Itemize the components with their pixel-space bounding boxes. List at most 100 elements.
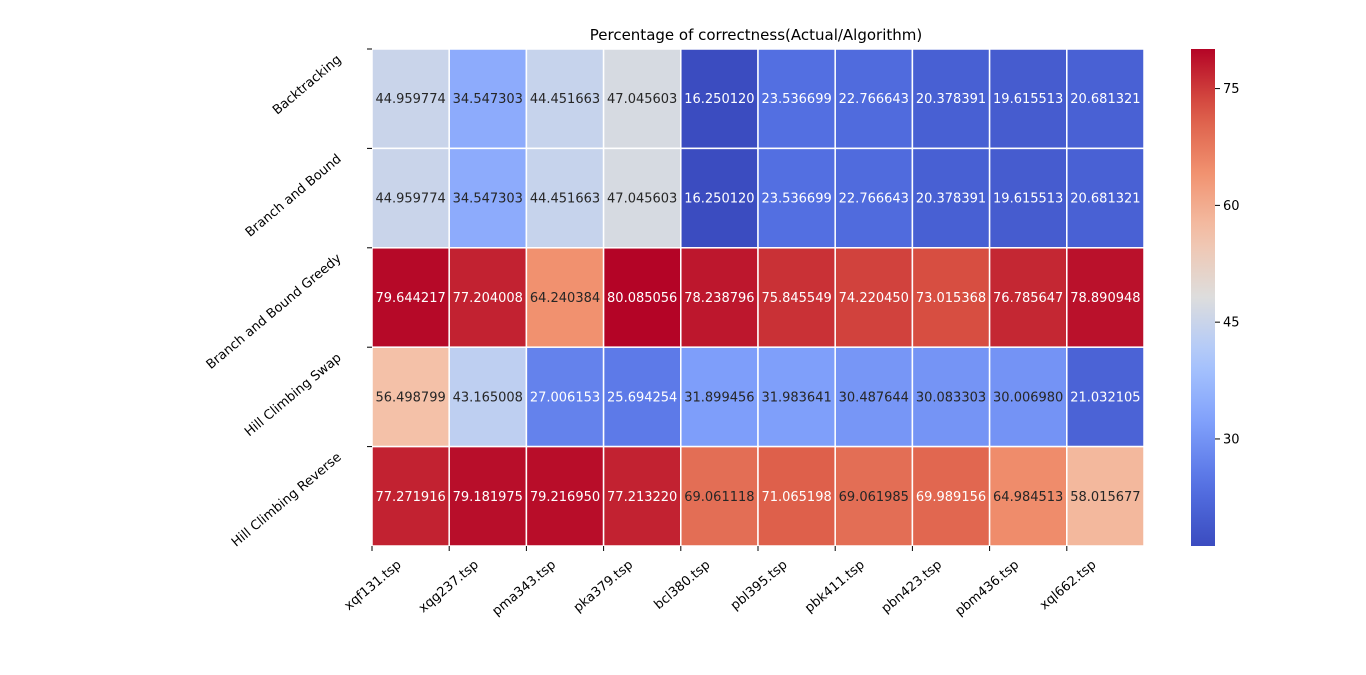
x-tick-label: xql662.tsp (1037, 558, 1099, 614)
cell-value-label: 77.213220 (607, 490, 677, 505)
heatmap-cell (1066, 247, 1145, 348)
colorbar-tick-label: 60 (1223, 199, 1240, 214)
cell-value-label: 31.899456 (684, 390, 754, 405)
heatmap-cell (371, 247, 450, 348)
heatmap-cell (834, 247, 914, 348)
x-tick-label: pma343.tsp (490, 558, 559, 620)
cell-value-label: 44.959774 (375, 192, 445, 207)
cell-value-label: 73.015368 (916, 291, 986, 306)
cell-value-label: 79.216950 (530, 490, 600, 505)
x-tick-label: xqf131.tsp (342, 558, 405, 614)
cell-value-label: 22.766643 (839, 92, 909, 107)
heatmap-cell (834, 445, 914, 547)
x-tick-label: pbn423.tsp (879, 558, 945, 617)
heatmap-cell (1066, 48, 1145, 150)
colorbar-tick-label: 30 (1223, 432, 1240, 447)
heatmap-cell (757, 346, 836, 448)
cell-value-label: 58.015677 (1070, 490, 1140, 505)
cell-value-label: 47.045603 (607, 192, 677, 207)
cell-value-label: 56.498799 (375, 390, 445, 405)
heatmap-cell (1066, 445, 1145, 547)
colorbar-gradient (1191, 49, 1215, 546)
cell-value-label: 77.204008 (453, 291, 523, 306)
cell-value-label: 77.271916 (375, 490, 445, 505)
cell-value-label: 71.065198 (761, 490, 831, 505)
heatmap-cell (448, 48, 528, 150)
heatmap-cell (988, 247, 1068, 348)
heatmap-cell (911, 445, 991, 547)
cell-value-label: 30.083303 (916, 390, 986, 405)
heatmap-cell (680, 247, 759, 348)
heatmap-cell (757, 48, 836, 150)
heatmap-cell (911, 247, 991, 348)
cell-value-label: 43.165008 (453, 390, 523, 405)
x-tick-label: bcl380.tsp (652, 558, 714, 613)
cell-value-label: 75.845549 (761, 291, 831, 306)
heatmap-cell (371, 445, 450, 547)
y-tick-label: Branch and Bound (243, 152, 345, 241)
heatmap-cell (680, 445, 759, 547)
y-tick-label: Branch and Bound Greedy (204, 251, 345, 373)
cell-value-label: 69.061985 (839, 490, 909, 505)
x-tick-label: pka379.tsp (571, 558, 636, 616)
cell-value-label: 27.006153 (530, 390, 600, 405)
y-tick-label: Backtracking (270, 52, 345, 118)
heatmap-cell (988, 445, 1068, 547)
cell-value-label: 47.045603 (607, 92, 677, 107)
y-tick-label: Hill Climbing Swap (242, 350, 345, 439)
x-tick-label: pbk411.tsp (802, 558, 868, 616)
heatmap-cell (525, 445, 605, 547)
cell-value-label: 79.181975 (453, 490, 523, 505)
cell-value-label: 78.890948 (1070, 291, 1140, 306)
cell-value-label: 21.032105 (1070, 390, 1140, 405)
cell-value-label: 44.451663 (530, 92, 600, 107)
heatmap-cell (448, 147, 528, 249)
heatmap-cell (602, 147, 682, 249)
heatmap-cell (1066, 346, 1145, 448)
heatmap-cell (448, 445, 528, 547)
heatmap-cell (911, 48, 991, 150)
cell-value-label: 20.378391 (916, 92, 986, 107)
cell-value-label: 25.694254 (607, 390, 677, 405)
cell-value-label: 64.240384 (530, 291, 600, 306)
cell-value-label: 69.061118 (684, 490, 754, 505)
heatmap-cell (525, 48, 605, 150)
cell-value-label: 30.487644 (839, 390, 909, 405)
heatmap-cell (757, 445, 836, 547)
x-tick-label: pbm436.tsp (953, 558, 1023, 620)
heatmap-cell (757, 147, 836, 249)
cell-value-label: 16.250120 (684, 92, 754, 107)
y-axis: Backtracking Branch and Bound Branch and B… (204, 48, 372, 550)
cell-value-label: 78.238796 (684, 291, 754, 306)
cell-value-label: 16.250120 (684, 192, 754, 207)
cell-value-label: 30.006980 (993, 390, 1063, 405)
heatmap-cell (448, 247, 528, 348)
x-tick-label: pbl395.tsp (728, 558, 791, 614)
chart-title: Percentage of correctness(Actual/Algorit… (590, 26, 922, 44)
colorbar-tick-label: 45 (1223, 316, 1240, 331)
x-axis: xqf131.tsp xqg237.tsp pma343.tsp pka379.tsp… (342, 546, 1099, 620)
cell-value-label: 20.378391 (916, 192, 986, 207)
cell-value-label: 80.085056 (607, 291, 677, 306)
cell-value-label: 20.681321 (1070, 192, 1140, 207)
colorbar: 30 45 60 75 (1191, 49, 1240, 546)
heatmap-cell (525, 247, 605, 348)
cell-value-label: 19.615513 (993, 192, 1063, 207)
heatmap-cell (834, 147, 914, 249)
cell-value-label: 76.785647 (993, 291, 1063, 306)
cell-value-label: 19.615513 (993, 92, 1063, 107)
cell-value-label: 74.220450 (839, 291, 909, 306)
heatmap-cell (371, 48, 450, 150)
cell-value-label: 34.547303 (453, 192, 523, 207)
cell-value-label: 23.536699 (761, 192, 831, 207)
x-tick-label: xqg237.tsp (416, 558, 482, 617)
heatmap-cells: 44.959774 34.547303 44.451663 47.045603 16.2… (371, 48, 1145, 547)
heatmap-cell (1066, 147, 1145, 249)
cell-value-label: 31.983641 (761, 390, 831, 405)
cell-value-label: 44.959774 (375, 92, 445, 107)
cell-value-label: 23.536699 (761, 92, 831, 107)
cell-value-label: 22.766643 (839, 192, 909, 207)
cell-value-label: 79.644217 (375, 291, 445, 306)
y-tick-label: Hill Climbing Reverse (229, 450, 345, 550)
